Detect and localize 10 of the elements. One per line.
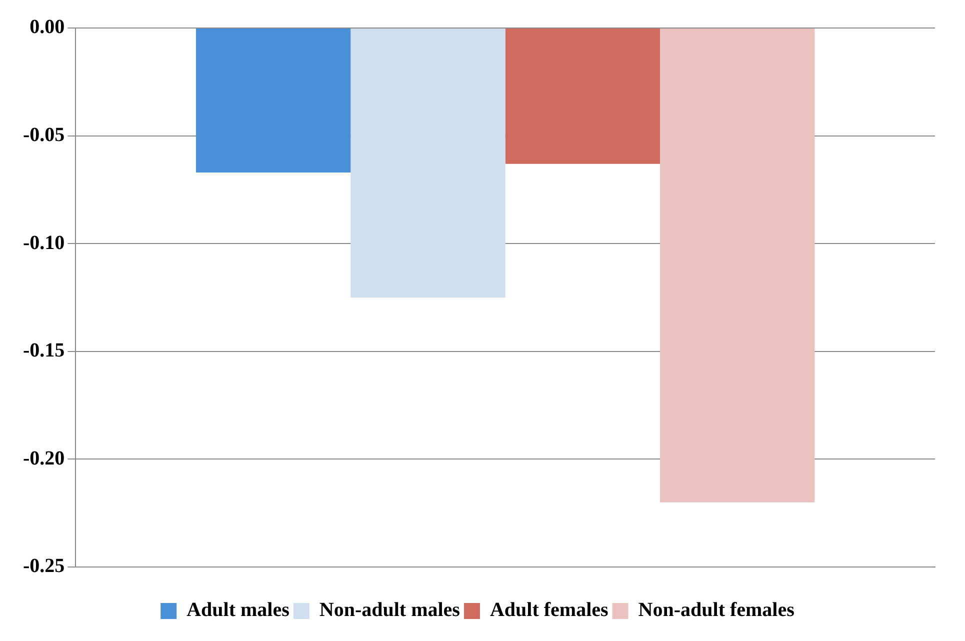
legend-label: Adult males: [186, 599, 290, 622]
legend-label: Adult females: [490, 599, 608, 622]
y-tick-label: -0.05: [22, 124, 65, 146]
y-tick-label: 0.00: [30, 16, 65, 38]
legend-label: Non-adult males: [319, 599, 460, 622]
y-tick-label: -0.25: [22, 555, 65, 578]
legend-label: Non-adult females: [638, 599, 795, 622]
y-tick-label: -0.20: [22, 447, 65, 470]
y-tick-label: -0.10: [22, 232, 65, 254]
y-tick-label: -0.15: [22, 340, 65, 362]
